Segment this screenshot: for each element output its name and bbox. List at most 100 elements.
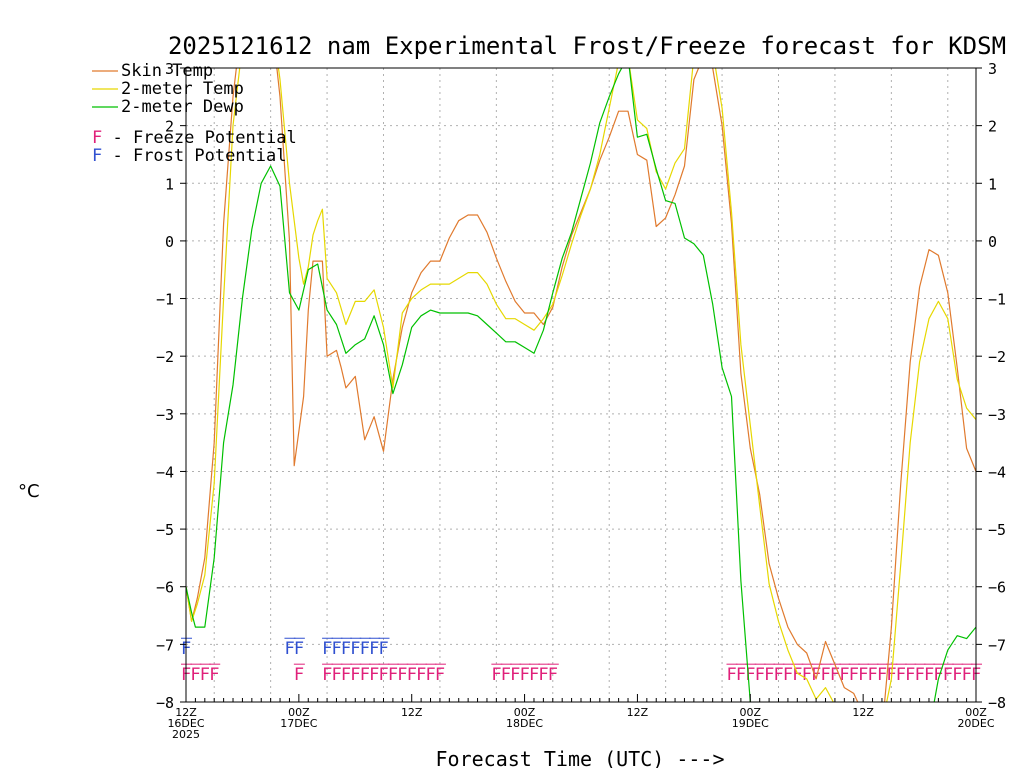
x-tick-label: 17DEC (280, 717, 317, 730)
y-tick-label: −8 (156, 694, 174, 712)
flag-legend-item: F - Freeze Potential (92, 128, 297, 148)
flag-legend-symbol: F (92, 146, 102, 166)
freeze-flag: F (379, 665, 389, 685)
freeze-flag: F (200, 665, 210, 685)
freeze-flag: F (858, 665, 868, 685)
freeze-flag: F (548, 665, 558, 685)
y-tick-label-right: −6 (988, 579, 1006, 597)
freeze-flag: F (736, 665, 746, 685)
x-tick-label: 16DEC (167, 717, 204, 730)
legend-label: 2-meter Dewp (121, 97, 244, 117)
x-tick-label: 19DEC (732, 717, 769, 730)
y-tick-label: −7 (156, 636, 174, 654)
x-tick-label: 12Z (627, 706, 649, 719)
x-axis-label: Forecast Time (UTC) ---> (436, 747, 725, 768)
y-tick-label: −5 (156, 521, 174, 539)
y-tick-label-right: −2 (988, 348, 1006, 366)
series-group (186, 68, 976, 702)
y-tick-label: −2 (156, 348, 174, 366)
x-tick-label: 00Z (965, 706, 987, 719)
freeze-flag: F (774, 665, 784, 685)
freeze-flag: F (811, 665, 821, 685)
freeze-flag: F (397, 665, 407, 685)
freeze-flag: F (905, 665, 915, 685)
chart-title: 2025121612 nam Experimental Frost/Freeze… (168, 32, 1006, 60)
freeze-flag: F (341, 665, 351, 685)
y-axis-ticks: 3 3 2 2 1 1 0 0 −1 −1 −2 −2 −3 −3 −4 −4 −5 −5 −6 −6 −7 −7 −8 −8 (156, 60, 1006, 712)
y-tick-label-right: −8 (988, 694, 1006, 712)
y-tick-label: 2 (165, 118, 174, 136)
series-line-2-meter-temp (186, 68, 976, 702)
freeze-flag: F (360, 665, 370, 685)
y-tick-label-right: 1 (988, 175, 997, 193)
freeze-flag: F (783, 665, 793, 685)
freeze-flag: F (520, 665, 530, 685)
x-tick-label: 00Z (740, 706, 762, 719)
y-tick-label-right: −7 (988, 636, 1006, 654)
freeze-flag: F (802, 665, 812, 685)
frost-flag: F (369, 639, 379, 659)
frost-flag: F (360, 639, 370, 659)
grid (186, 68, 976, 702)
flag-legend-label: - Freeze Potential (102, 128, 296, 148)
x-tick-label: 2025 (172, 728, 200, 741)
frost-flag: F (350, 639, 360, 659)
x-tick-label: 12Z (852, 706, 874, 719)
frost-flag: F (331, 639, 341, 659)
freeze-flag: F (821, 665, 831, 685)
freeze-flag: F (331, 665, 341, 685)
y-tick-label: −4 (156, 463, 174, 481)
x-tick-label: 20DEC (957, 717, 994, 730)
x-tick-label: 18DEC (506, 717, 543, 730)
freeze-flag: F (877, 665, 887, 685)
freeze-flag: F (322, 665, 332, 685)
freeze-flag: F (369, 665, 379, 685)
frost-flag: F (284, 639, 294, 659)
y-tick-label-right: −1 (988, 291, 1006, 309)
y-tick-label: 1 (165, 175, 174, 193)
y-tick-label-right: 0 (988, 233, 997, 251)
freeze-flag: F (924, 665, 934, 685)
freeze-flag: F (933, 665, 943, 685)
flag-legend-symbol: F (92, 128, 102, 148)
x-tick-label: 00Z (514, 706, 536, 719)
freeze-flag: F (538, 665, 548, 685)
freeze-flag: F (435, 665, 445, 685)
series-line-skin-temp (186, 68, 976, 702)
freeze-flag: F (491, 665, 501, 685)
freeze-flag: F (830, 665, 840, 685)
y-tick-label: −3 (156, 406, 174, 424)
y-tick-label-right: 2 (988, 118, 997, 136)
x-tick-label: 12Z (175, 706, 197, 719)
flag-legend-item: F - Frost Potential (92, 146, 286, 166)
frost-flag: F (294, 639, 304, 659)
freeze-flag: F (209, 665, 219, 685)
x-tick-label: 00Z (288, 706, 310, 719)
y-tick-label: −6 (156, 579, 174, 597)
freeze-flag: F (388, 665, 398, 685)
flag-legend-label: - Frost Potential (102, 146, 286, 166)
freeze-flag: F (190, 665, 200, 685)
legend-label: 2-meter Temp (121, 79, 244, 99)
freeze-flag: F (501, 665, 511, 685)
freeze-flag: F (745, 665, 755, 685)
freeze-flag: F (350, 665, 360, 685)
freeze-flag: F (868, 665, 878, 685)
y-axis-label: °C (18, 481, 40, 502)
y-tick-label: 3 (165, 60, 174, 78)
freeze-flag: F (755, 665, 765, 685)
y-tick-label-right: −3 (988, 406, 1006, 424)
freeze-flag: F (416, 665, 426, 685)
freeze-flag: F (792, 665, 802, 685)
x-tick-label: 12Z (401, 706, 423, 719)
freeze-flag: F (426, 665, 436, 685)
legend-label: Skin Temp (121, 61, 213, 81)
freeze-flag: F (839, 665, 849, 685)
frost-flag: F (322, 639, 332, 659)
y-tick-label-right: 3 (988, 60, 997, 78)
y-tick-label: 0 (165, 233, 174, 251)
